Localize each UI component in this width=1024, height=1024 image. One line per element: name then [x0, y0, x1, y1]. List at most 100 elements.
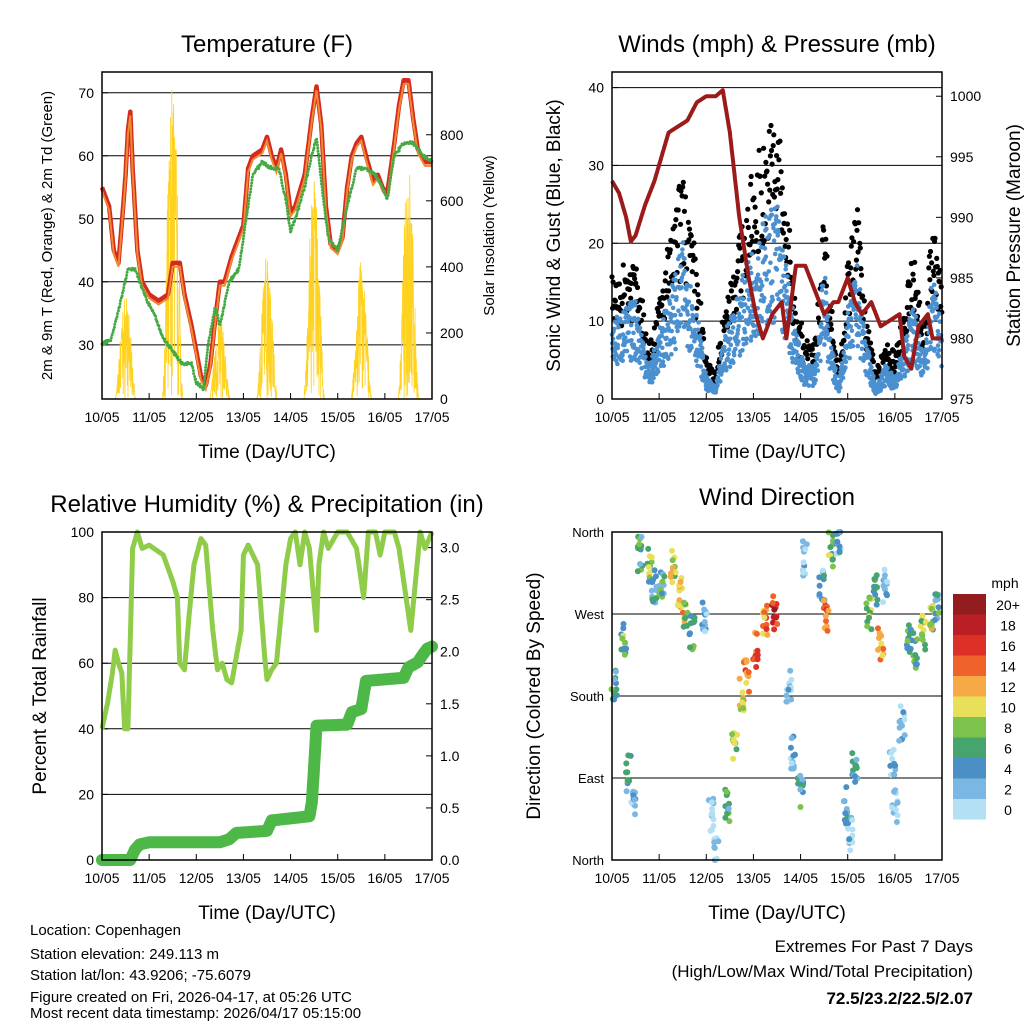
wind-point [727, 336, 733, 342]
gust-point [768, 147, 775, 154]
wind-point [698, 364, 704, 369]
x-tick-label: 17/05 [924, 409, 959, 425]
wind-point [828, 345, 834, 351]
direction-point [746, 688, 752, 695]
x-tick-label: 17/05 [414, 870, 449, 886]
wind-point [779, 279, 785, 284]
gust-point [735, 269, 741, 275]
x-tick-label: 14/05 [273, 870, 308, 886]
y-tick-label: North [572, 853, 604, 868]
gust-point [686, 237, 692, 243]
chart-panel-2: Relative Humidity (%) & Precipitation (i… [30, 491, 484, 924]
direction-point [873, 601, 880, 608]
gust-point [723, 309, 729, 315]
direction-point [632, 811, 638, 818]
y-right-tick-label: 600 [440, 193, 464, 209]
direction-point [761, 614, 768, 621]
wind-point [656, 349, 661, 355]
direction-point [907, 645, 914, 652]
wind-point [671, 336, 677, 341]
wind-point [741, 308, 747, 314]
direction-point [681, 599, 687, 606]
gust-point [854, 227, 860, 233]
gust-point [854, 207, 861, 213]
gust-point [763, 159, 769, 165]
gust-point [681, 261, 687, 267]
wind-point [925, 366, 930, 371]
wind-point [841, 350, 846, 355]
wind-point [901, 361, 907, 367]
gust-point [846, 270, 852, 277]
direction-point [819, 567, 826, 574]
extremes-block: Extremes For Past 7 Days (High/Low/Max W… [672, 937, 973, 1008]
wind-point [760, 318, 765, 324]
direction-point [904, 637, 911, 644]
wind-point [658, 340, 663, 345]
x-tick-label: 12/05 [179, 870, 214, 886]
wind-point [694, 358, 699, 364]
direction-point [682, 615, 688, 622]
direction-point [623, 645, 630, 652]
wind-point [888, 370, 894, 376]
direction-point [894, 812, 901, 819]
wind-point [794, 333, 799, 338]
direction-point [852, 778, 859, 785]
gust-point [778, 190, 784, 196]
direction-point [891, 788, 897, 795]
gust-point [907, 281, 913, 287]
direction-point [722, 814, 729, 821]
wind-point [722, 348, 728, 353]
direction-point [884, 578, 891, 585]
wind-point [625, 319, 631, 325]
y-axis-label: Percent & Total Rainfall [30, 597, 51, 794]
x-tick-label: 11/05 [132, 870, 166, 886]
wind-point [859, 346, 865, 352]
wind-point [885, 366, 890, 371]
gust-point [748, 173, 754, 180]
extremes-title: Extremes For Past 7 Days [775, 937, 973, 956]
wind-point [736, 339, 741, 344]
direction-point [874, 584, 880, 591]
direction-point [688, 612, 694, 619]
direction-point [922, 619, 929, 626]
wind-point [770, 297, 775, 303]
gust-point [770, 143, 776, 149]
direction-point [743, 658, 750, 665]
gust-point [751, 195, 757, 201]
wind-point [800, 357, 805, 362]
gust-point [762, 173, 768, 179]
direction-point [733, 746, 740, 753]
wind-point [935, 328, 941, 334]
wind-point [623, 335, 628, 340]
direction-point [849, 817, 856, 824]
direction-point [928, 605, 935, 612]
gust-point [639, 298, 646, 304]
gust-point [744, 217, 750, 224]
wind-point [688, 284, 693, 289]
y-right-tick-label: 2.5 [440, 592, 460, 608]
wind-point [767, 308, 773, 314]
wind-point [928, 340, 933, 345]
gust-point [929, 260, 935, 266]
wind-point [679, 285, 684, 290]
wind-point [740, 296, 746, 302]
direction-point [879, 652, 886, 659]
direction-point [701, 619, 708, 625]
wind-point [733, 346, 738, 352]
wind-point [651, 348, 657, 353]
direction-point [634, 568, 641, 575]
y-tick-label: 50 [78, 211, 94, 227]
chart-title: Wind Direction [699, 484, 855, 511]
y-axis-label: Sonic Wind & Gust (Blue, Black) [544, 99, 565, 371]
gust-point [749, 233, 755, 239]
gust-point [616, 281, 623, 287]
gust-point [632, 276, 638, 282]
gust-point [843, 295, 849, 301]
wind-point [862, 330, 867, 335]
direction-point [787, 744, 794, 751]
direction-point [914, 636, 921, 643]
direction-point [763, 621, 770, 628]
wind-point [833, 374, 838, 379]
legend-label: 0 [1004, 802, 1012, 818]
wind-point [781, 273, 786, 279]
